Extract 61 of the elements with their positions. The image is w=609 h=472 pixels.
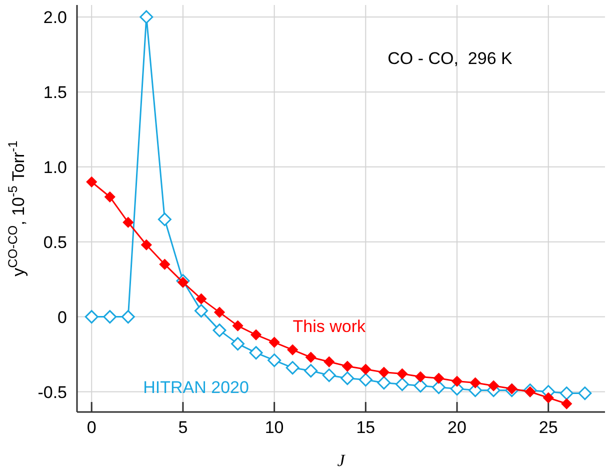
y-tick-label: 0: [58, 308, 67, 327]
point: [286, 361, 300, 375]
point: [488, 380, 499, 392]
x-tick-label: 25: [538, 418, 558, 437]
series-label: HITRAN 2020: [143, 378, 249, 397]
point: [304, 364, 318, 378]
x-tick-label: 15: [356, 418, 376, 437]
point: [122, 217, 134, 228]
point: [269, 337, 280, 348]
point: [141, 240, 152, 250]
point: [561, 398, 572, 410]
point: [268, 354, 282, 368]
y-tick-label: 2.0: [43, 8, 67, 27]
point: [249, 346, 263, 360]
point: [306, 352, 316, 363]
y-tick-label: 1.0: [43, 158, 67, 177]
point: [360, 364, 371, 375]
point: [232, 320, 244, 332]
x-tick-label: 0: [86, 418, 96, 437]
point: [196, 294, 206, 304]
point: [560, 386, 574, 400]
point: [377, 376, 391, 390]
point: [433, 373, 444, 384]
point: [452, 376, 462, 387]
point: [322, 368, 336, 382]
point: [214, 307, 225, 318]
point: [84, 310, 98, 324]
point: [396, 368, 408, 380]
point: [86, 176, 97, 188]
annotation: CO - CO, 296 K: [388, 49, 514, 68]
point: [395, 378, 409, 392]
point: [378, 367, 390, 378]
point: [158, 212, 172, 226]
point: [194, 304, 208, 318]
point: [342, 361, 353, 372]
point: [470, 378, 481, 388]
point: [340, 372, 354, 386]
x-tick-label: 20: [448, 418, 466, 437]
point: [231, 337, 245, 351]
point: [250, 330, 262, 340]
y-tick-label: 1.5: [43, 82, 67, 102]
series-label: This work: [292, 316, 366, 336]
point: [578, 386, 592, 400]
y-tick-label: 0.5: [43, 232, 67, 252]
point: [159, 259, 170, 270]
point: [543, 392, 554, 404]
point: [415, 372, 426, 382]
point: [140, 10, 154, 24]
x-tick-label: 10: [264, 418, 284, 437]
point: [104, 192, 116, 202]
point: [287, 344, 298, 356]
x-tick-label: 5: [178, 418, 188, 437]
point: [432, 380, 446, 394]
point: [212, 324, 226, 338]
point: [414, 379, 428, 393]
point: [324, 356, 334, 368]
x-axis-title: J: [337, 451, 346, 470]
point: [103, 310, 117, 324]
point: [358, 373, 372, 387]
y-tick-label: -0.5: [38, 382, 67, 402]
point: [121, 310, 135, 324]
